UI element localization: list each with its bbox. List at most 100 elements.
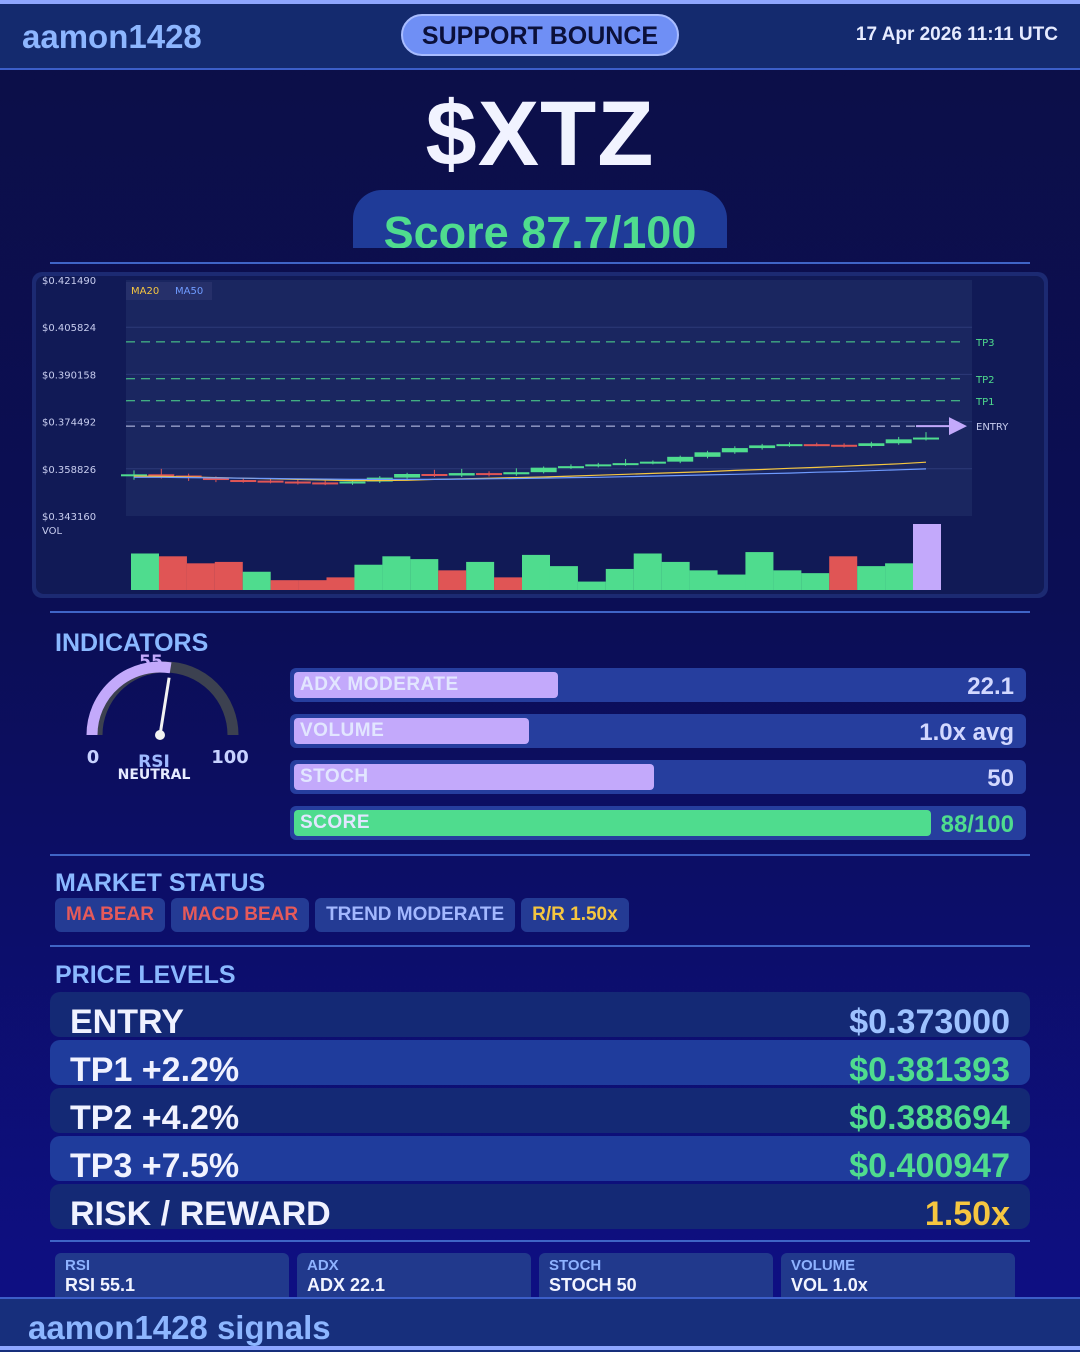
indicator-card-value: STOCH 50 — [549, 1275, 637, 1295]
candle — [639, 461, 666, 464]
candle — [557, 466, 584, 469]
indicator-card-value: VOL 1.0x — [791, 1275, 868, 1295]
candle — [448, 473, 475, 476]
y-tick-label: $0.421490 — [42, 276, 96, 287]
candle — [230, 480, 257, 483]
volume-bar — [326, 577, 355, 590]
candle — [585, 464, 612, 467]
volume-bar — [382, 556, 411, 590]
indicator-card-key: ADX — [307, 1257, 339, 1274]
rsi-gauge-fill — [86, 661, 172, 736]
indicator-bar-fill — [294, 672, 559, 698]
indicator-bar-value: 22.1 — [967, 673, 1014, 700]
indicator-card: VOLUME VOL 1.0x — [781, 1253, 1015, 1298]
indicator-bars: ADX MODERATE 22.1 VOLUME 1.0x avg STOCH 50 SCO… — [290, 668, 1026, 852]
candle — [803, 444, 830, 447]
divider — [50, 262, 1030, 264]
y-tick-label: $0.343160 — [42, 512, 96, 523]
volume-bar — [158, 556, 187, 590]
rsi-state-label: NEUTRAL — [118, 767, 191, 783]
candle — [312, 482, 339, 485]
price-level-label: RISK / REWARD — [70, 1195, 331, 1229]
price-level-row: ENTRY $0.373000 — [50, 992, 1030, 1037]
indicator-bar-value: 88/100 — [940, 811, 1014, 838]
y-tick-label: $0.405824 — [42, 323, 96, 334]
score-pill: Score 87.7/100 — [353, 190, 727, 248]
volume-bar — [494, 577, 523, 590]
volume-bar — [829, 556, 858, 590]
candle — [694, 452, 721, 457]
indicator-bar-label: SCORE — [300, 812, 371, 833]
footer-bar: aamon1428 signals — [0, 1297, 1080, 1352]
indicator-bar-fill — [294, 810, 932, 836]
volume-bar — [605, 568, 634, 590]
status-chip: MACD BEAR — [170, 898, 310, 932]
volume-bar — [242, 571, 271, 590]
indicator-cards: RSI RSI 55.1 ADX ADX 22.1 STOCH STOCH 50 VOLUM… — [55, 1253, 1017, 1298]
candle — [339, 481, 366, 484]
candle — [721, 448, 748, 453]
volume-bar — [689, 570, 718, 590]
divider — [50, 854, 1030, 856]
rsi-min-label: 0 — [87, 747, 100, 768]
candle — [503, 472, 530, 475]
indicator-bar-volume: VOLUME 1.0x avg — [290, 714, 1026, 748]
volume-bar — [438, 570, 467, 590]
volume-bar — [885, 563, 914, 590]
indicator-bar-adx: ADX MODERATE 22.1 — [290, 668, 1026, 702]
signal-type-badge: SUPPORT BOUNCE — [401, 14, 679, 56]
candle — [612, 463, 639, 466]
candle — [749, 445, 776, 449]
indicators-heading: INDICATORS — [55, 629, 209, 657]
volume-bar — [717, 574, 746, 590]
volume-bar — [577, 581, 606, 590]
rsi-value-label: 55 — [139, 652, 163, 672]
volume-bar — [913, 524, 941, 590]
volume-bar — [549, 566, 578, 590]
y-tick-label: $0.390158 — [42, 370, 96, 381]
volume-bar — [214, 561, 243, 590]
timestamp: 17 Apr 2026 11:11 UTC — [855, 24, 1058, 45]
volume-label: VOL — [42, 526, 63, 537]
price-level-label: TP3 +7.5% — [70, 1147, 240, 1181]
rsi-gauge-hub — [155, 730, 165, 740]
price-level-label: ENTRY — [70, 1003, 184, 1037]
candle — [394, 474, 421, 478]
price-level-row: TP3 +7.5% $0.400947 — [50, 1136, 1030, 1181]
divider — [50, 945, 1030, 947]
status-chip: MA BEAR — [55, 898, 165, 932]
status-chip: TREND MODERATE — [315, 898, 516, 932]
candle — [913, 437, 939, 440]
rsi-name-label: RSI — [138, 752, 170, 772]
indicator-bar-value: 50 — [987, 765, 1014, 792]
price-levels-list: ENTRY $0.373000 TP1 +2.2% $0.381393 TP2 +4.2… — [50, 992, 1030, 1232]
price-level-value: 1.50x — [924, 1195, 1010, 1229]
volume-bar — [298, 580, 327, 590]
candle — [776, 444, 803, 447]
volume-bar — [354, 564, 383, 590]
legend-box — [126, 282, 212, 300]
candle — [148, 474, 175, 477]
price-chart-inner: $0.421490 $0.405824 $0.390158 $0.374492 $0.3… — [36, 276, 1044, 594]
volume-bar — [131, 553, 159, 590]
volume-bar — [410, 559, 439, 590]
y-tick-label: $0.358826 — [42, 465, 96, 476]
header-bar: aamon1428 SUPPORT BOUNCE 17 Apr 2026 11:… — [0, 4, 1080, 70]
price-level-label: TP2 +4.2% — [70, 1099, 240, 1133]
price-level-value: $0.400947 — [849, 1147, 1010, 1181]
candle — [202, 477, 229, 481]
volume-bar — [186, 563, 215, 590]
volume-bar — [801, 573, 830, 590]
volume-bar — [857, 566, 886, 590]
level-label: TP1 — [975, 397, 995, 408]
indicator-bar-label: STOCH — [300, 766, 369, 787]
volume-bar — [773, 570, 802, 590]
price-level-value: $0.381393 — [849, 1051, 1010, 1085]
indicator-card-key: STOCH — [549, 1257, 602, 1274]
bottom-accent-line — [0, 1346, 1080, 1350]
volume-bar — [633, 553, 662, 590]
rsi-max-label: 100 — [211, 747, 249, 768]
volume-bar — [522, 554, 550, 590]
footer-brand: aamon1428 signals — [28, 1309, 331, 1346]
brand-name: aamon1428 — [22, 18, 202, 55]
